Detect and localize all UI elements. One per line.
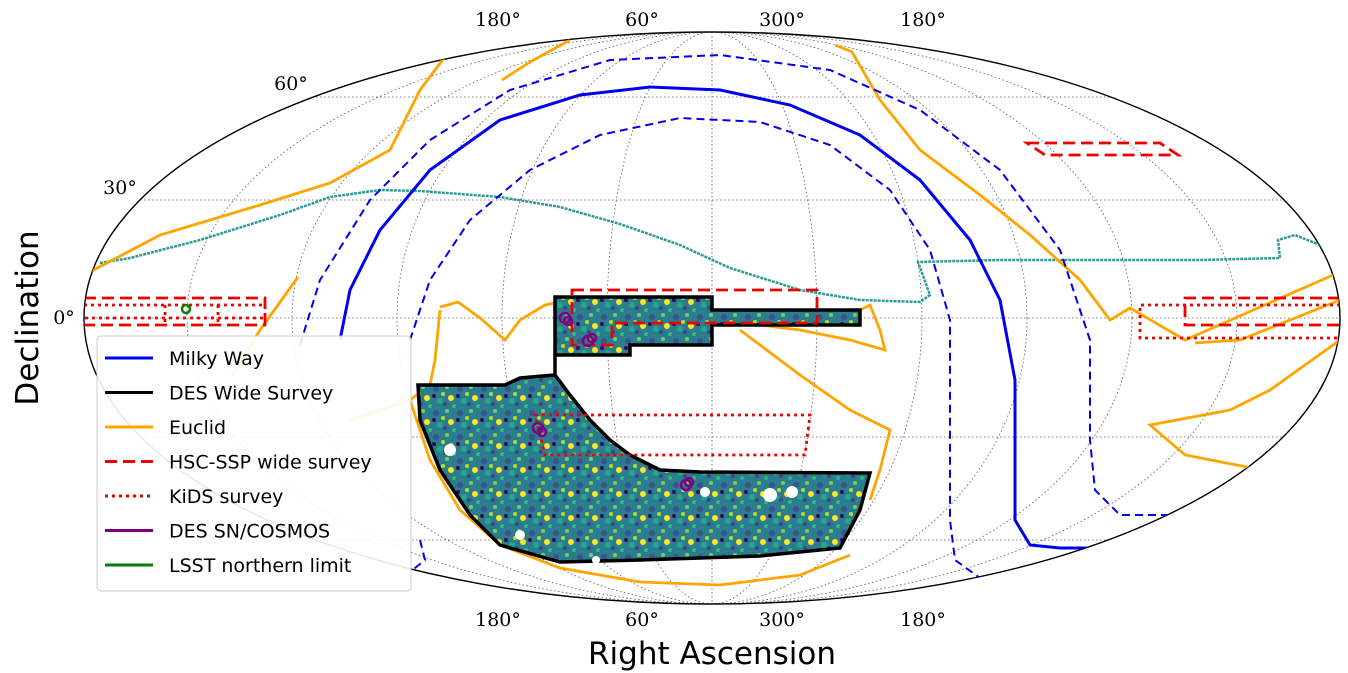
ra-tick-bottom-4: 180° bbox=[900, 609, 946, 631]
ra-tick-top-2: 60° bbox=[625, 9, 659, 31]
legend-box bbox=[96, 335, 412, 592]
dec-tick-30: 30° bbox=[103, 177, 137, 199]
ra-tick-bottom-2: 60° bbox=[625, 609, 659, 631]
grid-ra-4 bbox=[291, 32, 1133, 604]
y-axis-label: Declination bbox=[10, 230, 46, 405]
milky-way-line bbox=[338, 85, 1100, 550]
milky-way-upper-line bbox=[409, 116, 1011, 586]
lsst-northern-limit-line bbox=[99, 188, 1340, 304]
bottom-ra-ticks: 180° 60° 300° 180° bbox=[475, 609, 946, 631]
lsst-marker bbox=[180, 303, 192, 315]
kids-regions bbox=[84, 303, 1340, 457]
milky-way-lower-line bbox=[299, 53, 1175, 516]
legend-label-1: DES Wide Survey bbox=[169, 383, 333, 405]
legend-label-3: HSC-SSP wide survey bbox=[169, 452, 372, 474]
legend-label-4: KiDS survey bbox=[169, 486, 283, 508]
legend-label-0: Milky Way bbox=[169, 348, 264, 370]
map-boundary bbox=[83, 31, 1341, 605]
legend-label-6: LSST northern limit bbox=[169, 555, 351, 577]
grid-ra-3 bbox=[396, 32, 1028, 604]
x-axis-label: Right Ascension bbox=[588, 636, 836, 672]
footprint-holes bbox=[444, 444, 798, 564]
ra-tick-bottom-1: 180° bbox=[475, 609, 521, 631]
ra-tick-top-4: 180° bbox=[900, 9, 946, 31]
hsc-ssp-regions bbox=[84, 141, 1340, 347]
legend-label-2: Euclid bbox=[169, 417, 226, 439]
top-ra-ticks: 180° 60° 300° 180° bbox=[475, 9, 946, 31]
des-sn-cosmos-markers bbox=[531, 311, 695, 492]
dec-tick-60: 60° bbox=[274, 73, 308, 95]
des-wide-footprint bbox=[416, 295, 873, 564]
legend-label-5: DES SN/COSMOS bbox=[169, 521, 330, 543]
milky-way-left-stub bbox=[409, 539, 427, 573]
ra-tick-bottom-3: 300° bbox=[759, 609, 805, 631]
ra-tick-top-1: 180° bbox=[475, 9, 521, 31]
dec-ticks: 60° 30° 0° bbox=[53, 73, 308, 329]
ra-tick-top-3: 300° bbox=[759, 9, 805, 31]
legend: Milky Way DES Wide Survey Euclid HSC-SSP wi… bbox=[96, 335, 412, 592]
grid-ra-2 bbox=[501, 32, 923, 604]
dec-tick-0: 0° bbox=[53, 307, 75, 329]
